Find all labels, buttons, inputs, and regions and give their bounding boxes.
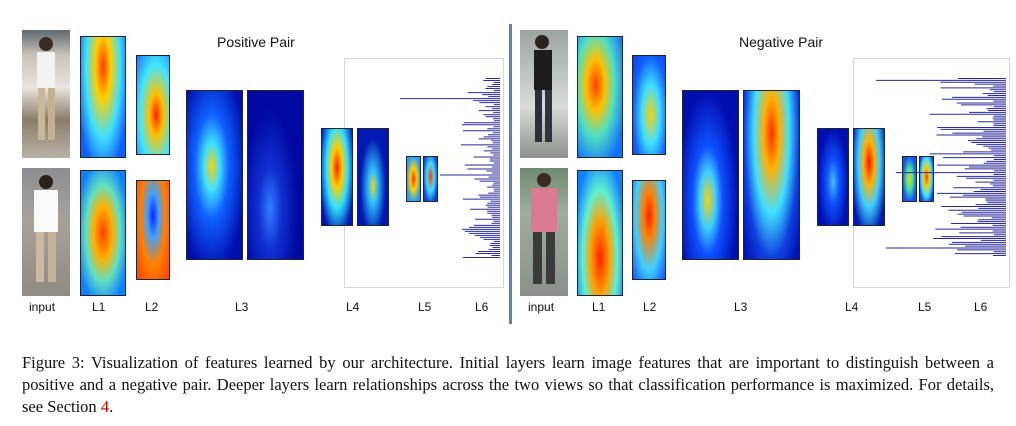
positive-l2-map-bottom [136,180,170,280]
positive-l1-map-bottom [80,170,126,296]
positive-label-l1: L1 [92,300,106,314]
positive-l2-map-top [136,55,170,155]
positive-pair-title: Positive Pair [217,34,295,50]
negative-l6-bar-plot [876,78,1006,256]
positive-label-l4: L4 [346,300,360,314]
positive-l3-map-left [186,90,243,260]
negative-label-l5: L5 [918,300,932,314]
positive-label-l5: L5 [418,300,432,314]
negative-l5-map-right [919,156,934,202]
negative-label-l1: L1 [592,300,606,314]
section-reference-link[interactable]: 4 [100,397,110,416]
positive-l5-map-right [423,156,438,202]
caption-text: Figure 3: Visualization of features lear… [22,353,994,416]
negative-l2-map-top [632,55,666,155]
negative-l4-map-right [853,128,885,226]
negative-input-photo-bottom [520,168,568,296]
positive-l3-map-right [247,90,304,260]
positive-l1-map-top [80,36,126,158]
positive-label-l6: L6 [475,300,489,314]
negative-l1-map-top [577,36,623,158]
caption-end: . [109,397,114,416]
positive-l4-map-right [357,128,389,226]
negative-label-input: input [528,300,555,314]
negative-l2-map-bottom [632,180,666,280]
positive-label-l3: L3 [235,300,249,314]
positive-label-input: input [29,300,56,314]
negative-label-l6: L6 [974,300,988,314]
negative-l4-map-left [817,128,849,226]
positive-input-photo-top [22,30,70,158]
negative-l5-map-left [902,156,917,202]
negative-l1-map-bottom [577,170,623,296]
positive-l6-bar-plot [400,78,500,258]
positive-l4-map-left [321,128,353,226]
negative-pair-title: Negative Pair [739,34,824,50]
panel-divider [509,24,512,324]
negative-l3-map-right [743,90,800,260]
negative-label-l3: L3 [734,300,748,314]
positive-input-photo-bottom [22,168,70,296]
positive-label-l2: L2 [145,300,159,314]
negative-label-l4: L4 [845,300,859,314]
negative-l3-map-left [682,90,739,260]
negative-input-photo-top [520,30,568,158]
negative-label-l2: L2 [643,300,657,314]
figure-caption: Figure 3: Visualization of features lear… [22,352,994,418]
positive-l5-map-left [406,156,421,202]
